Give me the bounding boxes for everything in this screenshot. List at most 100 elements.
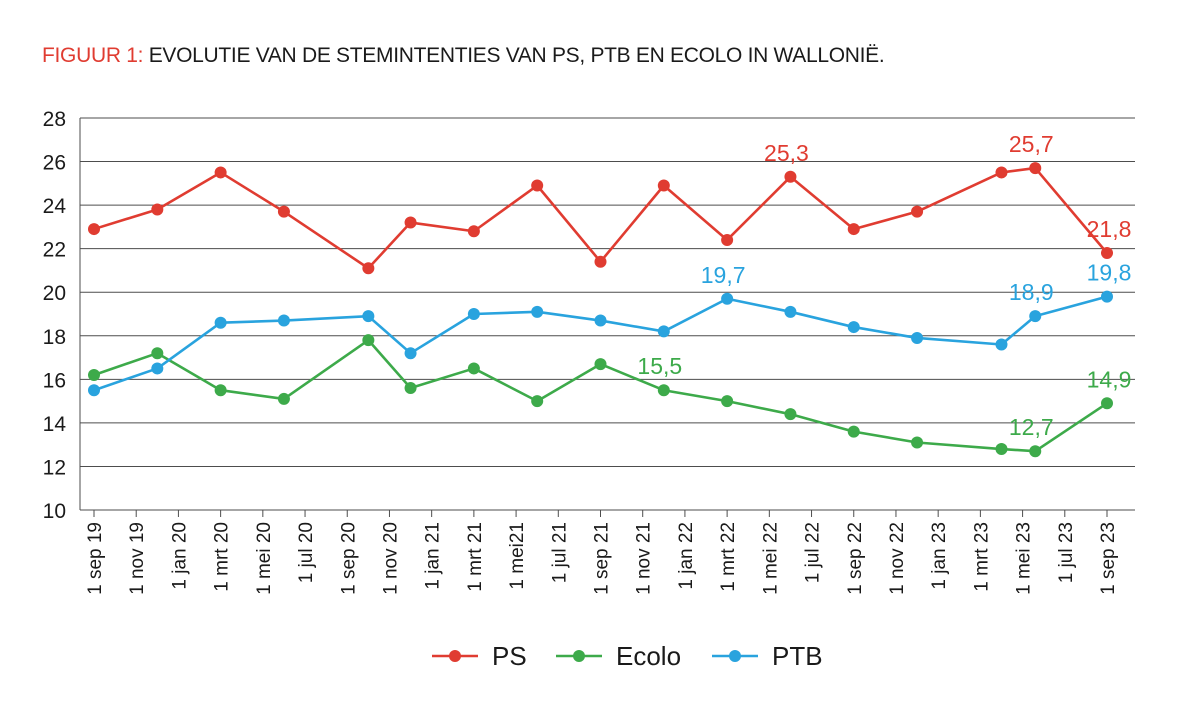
- legend-marker-ps: [449, 650, 461, 662]
- data-point-ptb: [721, 292, 734, 305]
- y-tick-label: 28: [43, 108, 66, 131]
- title-text: EVOLUTIE VAN DE STEMINTENTIES VAN PS, PT…: [148, 44, 885, 67]
- x-tick-label: 1 mrt 20: [212, 522, 233, 592]
- x-tick-label: 1 nov 19: [127, 522, 148, 595]
- data-point-ps: [847, 223, 860, 236]
- series-line-ecolo: [93, 338, 1108, 453]
- x-tick-label: 1 mei 20: [254, 522, 275, 595]
- data-label: 18,9: [1009, 279, 1054, 305]
- legend-label-ptb: PTB: [772, 641, 823, 671]
- y-tick-label: 20: [43, 282, 66, 305]
- data-point-ecolo: [404, 382, 417, 395]
- data-point-ecolo: [214, 384, 227, 397]
- data-point-ptb: [531, 305, 544, 318]
- data-label: 15,5: [637, 353, 682, 379]
- data-point-ecolo: [721, 395, 734, 408]
- data-point-ps: [467, 225, 480, 238]
- data-point-ecolo: [151, 347, 164, 360]
- data-point-ps: [721, 233, 734, 246]
- data-point-ptb: [362, 310, 375, 323]
- data-point-ptb: [847, 321, 860, 334]
- x-tick-label: 1 jan 20: [169, 522, 190, 590]
- data-point-ecolo: [847, 425, 860, 438]
- data-point-ps: [995, 166, 1008, 179]
- y-tick-label: 24: [43, 195, 67, 218]
- y-tick-label: 18: [43, 326, 66, 349]
- x-tick-label: 1 jan 21: [423, 522, 444, 590]
- x-tick-label: 1 mrt 22: [718, 522, 739, 592]
- x-tick-label: 1 sep 19: [85, 522, 106, 595]
- x-tick-label: 1 sep 21: [592, 522, 613, 595]
- data-point-ps: [88, 223, 100, 236]
- x-tick-label: 1 mrt 23: [971, 522, 992, 592]
- chart-title: FIGUUR 1: EVOLUTIE VAN DE STEMINTENTIES …: [42, 44, 885, 68]
- y-tick-label: 16: [43, 369, 66, 392]
- x-tick-label: 1 nov 20: [380, 522, 401, 595]
- data-label: 25,3: [764, 140, 809, 166]
- x-tick-label: 1 jul 22: [803, 522, 824, 583]
- data-point-ps: [1101, 247, 1113, 260]
- data-label: 19,8: [1087, 260, 1132, 286]
- x-tick-label: 1 jul 21: [549, 522, 570, 583]
- data-point-ptb: [911, 331, 924, 344]
- x-tick-label: 1 mei 23: [1014, 522, 1035, 595]
- legend-label-ps: PS: [492, 641, 527, 671]
- data-label: 12,7: [1009, 414, 1054, 440]
- data-point-ptb: [1029, 310, 1042, 323]
- data-point-ptb: [151, 362, 164, 375]
- data-point-ecolo: [911, 436, 924, 449]
- data-point-ptb: [214, 316, 227, 329]
- data-label: 14,9: [1087, 366, 1132, 392]
- data-point-ecolo: [531, 395, 544, 408]
- data-point-ps: [151, 203, 164, 216]
- data-point-ptb: [277, 314, 290, 327]
- x-tick-label: 1 jul 20: [296, 522, 317, 583]
- x-tick-label: 1 jan 22: [676, 522, 697, 590]
- legend-label-ecolo: Ecolo: [616, 641, 681, 671]
- y-tick-label: 26: [43, 152, 66, 175]
- data-point-ps: [531, 179, 544, 192]
- data-point-ps: [362, 262, 375, 275]
- y-tick-label: 14: [43, 413, 67, 436]
- data-point-ps: [657, 179, 670, 192]
- data-point-ecolo: [995, 443, 1008, 456]
- data-point-ecolo: [657, 384, 670, 397]
- x-tick-label: 1 sep 23: [1098, 522, 1119, 595]
- x-tick-label: 1 mei21: [507, 522, 528, 590]
- legend-marker-ptb: [729, 650, 741, 662]
- y-tick-label: 12: [43, 456, 66, 479]
- data-point-ps: [214, 166, 227, 179]
- data-point-ptb: [467, 308, 480, 320]
- data-point-ptb: [657, 325, 670, 338]
- y-tick-label: 22: [43, 239, 66, 262]
- x-tick-label: 1 nov 21: [634, 522, 655, 595]
- data-point-ptb: [88, 384, 100, 397]
- x-tick-label: 1 sep 22: [845, 522, 866, 595]
- series-line-ps: [93, 166, 1108, 270]
- x-tick-label: 1 mei 22: [760, 522, 781, 595]
- data-label: 19,7: [701, 262, 746, 288]
- data-point-ecolo: [784, 408, 797, 421]
- title-prefix: FIGUUR 1:: [42, 44, 144, 67]
- data-point-ps: [404, 216, 417, 229]
- data-point-ecolo: [467, 362, 480, 375]
- data-point-ps: [784, 170, 797, 183]
- x-tick-label: 1 nov 22: [887, 522, 908, 595]
- data-point-ecolo: [594, 358, 607, 371]
- data-point-ecolo: [362, 334, 375, 347]
- data-point-ps: [277, 205, 290, 218]
- data-point-ptb: [404, 347, 417, 360]
- x-tick-label: 1 jan 23: [929, 522, 950, 590]
- data-point-ptb: [594, 314, 607, 327]
- y-tick-label: 10: [43, 500, 66, 523]
- data-point-ptb: [784, 305, 797, 318]
- data-point-ps: [911, 205, 924, 218]
- data-point-ptb: [995, 338, 1008, 351]
- data-point-ps: [594, 255, 607, 268]
- data-label: 25,7: [1009, 131, 1054, 157]
- x-tick-label: 1 sep 20: [338, 522, 359, 595]
- x-tick-label: 1 mrt 21: [465, 522, 486, 592]
- data-point-ptb: [1101, 290, 1113, 303]
